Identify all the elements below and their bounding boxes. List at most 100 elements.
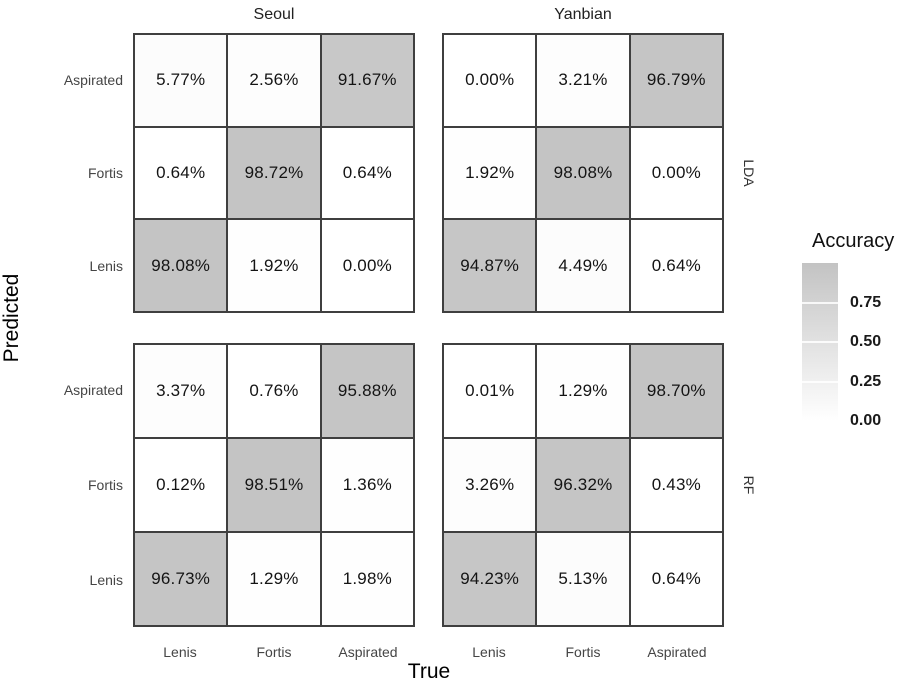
- matrix-cell: 5.13%: [537, 533, 629, 625]
- cell-value: 1.29%: [558, 381, 608, 400]
- matrix-cell: 1.98%: [321, 533, 413, 625]
- facet-panel-yanbian-lda: 0.00% 3.21% 96.79% 1.92% 98.08% 0.00% 94.87% 4.…: [442, 33, 724, 313]
- cell-value: 0.64%: [651, 569, 701, 588]
- x-tick-label: Aspirated: [647, 644, 707, 660]
- cell-value: 96.79%: [646, 70, 706, 90]
- cell-value: 2.56%: [249, 70, 299, 90]
- matrix-cell: 96.79%: [630, 35, 722, 126]
- matrix-cell: 98.08%: [135, 220, 227, 311]
- matrix-cell: 95.88%: [321, 345, 413, 437]
- cell-value: 95.88%: [337, 381, 397, 400]
- cell-value: 0.64%: [342, 162, 392, 182]
- matrix-cell: 1.92%: [444, 127, 536, 219]
- cell-value: 1.92%: [465, 162, 515, 182]
- matrix-cell: 96.73%: [135, 533, 227, 625]
- cell-value: 98.08%: [151, 255, 211, 275]
- matrix-cell: 4.49%: [537, 220, 629, 311]
- matrix-cell: 91.67%: [321, 35, 413, 126]
- x-tick-label: Lenis: [472, 644, 506, 660]
- facet-column-title-seoul: Seoul: [253, 6, 295, 23]
- cell-value: 98.72%: [244, 162, 304, 182]
- legend-tick-mark: [802, 380, 838, 383]
- y-tick-label: Fortis: [88, 165, 123, 181]
- matrix-cell: 0.01%: [444, 345, 536, 437]
- cell-value: 0.01%: [465, 381, 515, 400]
- legend-tick-label: 0.25: [850, 372, 882, 390]
- x-tick-label: Lenis: [163, 644, 197, 660]
- facet-row-strip-lda: LDA: [741, 159, 757, 187]
- cell-value: 1.36%: [342, 475, 392, 494]
- matrix-cell: 0.76%: [228, 345, 320, 437]
- matrix-cell: 0.64%: [321, 127, 413, 219]
- matrix-cell: 5.77%: [135, 35, 227, 126]
- facet-column-title-yanbian: Yanbian: [554, 6, 612, 23]
- cell-value: 98.51%: [244, 475, 304, 494]
- matrix-cell: 3.37%: [135, 345, 227, 437]
- matrix-cell: 1.29%: [537, 345, 629, 437]
- matrix-cell: 2.56%: [228, 35, 320, 126]
- cell-value: 0.00%: [465, 70, 515, 90]
- matrix-cell: 0.64%: [135, 127, 227, 219]
- matrix-cell: 98.51%: [228, 439, 320, 531]
- matrix-cell: 1.92%: [228, 220, 320, 311]
- matrix-cell: 94.23%: [444, 533, 536, 625]
- cell-value: 1.92%: [249, 255, 299, 275]
- cell-value: 94.87%: [460, 255, 520, 275]
- matrix-cell: 0.00%: [444, 35, 536, 126]
- y-axis-title: Predicted: [0, 273, 23, 363]
- legend-tick-mark: [802, 301, 838, 304]
- matrix-cell: 0.00%: [630, 127, 722, 219]
- matrix-cell: 0.64%: [630, 533, 722, 625]
- matrix-cell: 98.70%: [630, 345, 722, 437]
- x-axis-title: True: [407, 660, 451, 683]
- legend-tick-label: 0.75: [850, 293, 882, 311]
- cell-value: 91.67%: [337, 70, 397, 90]
- cell-value: 5.77%: [156, 70, 206, 90]
- facet-panel-seoul-lda: 5.77% 2.56% 91.67% 0.64% 98.72% 0.64% 98.08% 1.…: [133, 33, 415, 313]
- matrix-cell: 0.12%: [135, 439, 227, 531]
- matrix-cell: 3.26%: [444, 439, 536, 531]
- matrix-cell: 0.43%: [630, 439, 722, 531]
- cell-value: 0.64%: [156, 162, 206, 182]
- matrix-cell: 94.87%: [444, 220, 536, 311]
- matrix-cell: 98.08%: [537, 127, 629, 219]
- legend-title: Accuracy: [812, 230, 895, 252]
- cell-value: 96.73%: [151, 569, 211, 588]
- cell-value: 3.37%: [156, 381, 206, 400]
- y-tick-label: Lenis: [89, 258, 123, 275]
- cell-value: 96.32%: [553, 475, 613, 494]
- legend-tick-mark: [802, 420, 838, 422]
- cell-value: 94.23%: [460, 569, 520, 588]
- cell-value: 5.13%: [558, 569, 608, 588]
- x-tick-label: Fortis: [565, 644, 601, 660]
- x-tick-label: Fortis: [256, 644, 292, 660]
- cell-value: 0.76%: [249, 381, 299, 400]
- matrix-cell: 96.32%: [537, 439, 629, 531]
- matrix-cell: 0.00%: [321, 220, 413, 311]
- matrix-cell: 3.21%: [537, 35, 629, 126]
- facet-panel-yanbian-rf: 0.01% 1.29% 98.70% 3.26% 96.32% 0.43% 94.23% 5.…: [442, 343, 724, 627]
- cell-value: 3.21%: [558, 70, 608, 90]
- legend-tick-label: 0.50: [850, 333, 882, 350]
- cell-value: 3.26%: [465, 475, 515, 494]
- y-tick-label: Aspirated: [63, 382, 123, 399]
- y-tick-label: Aspirated: [63, 71, 123, 88]
- matrix-cell: 1.29%: [228, 533, 320, 625]
- matrix-cell: 98.72%: [228, 127, 320, 219]
- matrix-cell: 1.36%: [321, 439, 413, 531]
- x-tick-label: Aspirated: [338, 644, 398, 660]
- matrix-cell: 0.64%: [630, 220, 722, 311]
- y-tick-label: Fortis: [88, 477, 123, 493]
- legend-tick-label: 0.00: [850, 412, 882, 429]
- y-tick-label: Lenis: [89, 571, 123, 588]
- cell-value: 0.00%: [651, 162, 701, 182]
- cell-value: 1.29%: [249, 569, 299, 588]
- cell-value: 0.64%: [651, 255, 701, 275]
- legend-tick-mark: [802, 341, 838, 343]
- cell-value: 0.12%: [156, 475, 206, 494]
- cell-value: 0.00%: [342, 255, 392, 275]
- cell-value: 4.49%: [558, 255, 608, 275]
- cell-value: 0.43%: [651, 475, 701, 494]
- facet-panel-seoul-rf: 3.37% 0.76% 95.88% 0.12% 98.51% 1.36% 96.73% 1.…: [133, 343, 415, 627]
